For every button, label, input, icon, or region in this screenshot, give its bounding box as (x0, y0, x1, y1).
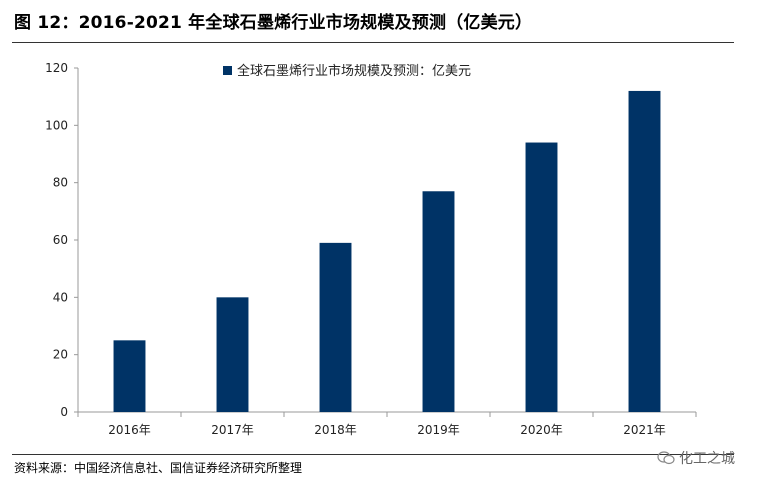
legend-label: 全球石墨烯行业市场规模及预测：亿美元 (237, 63, 471, 79)
figure-title: 图 12：2016-2021 年全球石墨烯行业市场规模及预测（亿美元） (14, 13, 533, 33)
y-tick-label: 80 (53, 176, 68, 190)
wechat-icon (657, 451, 675, 465)
bar-series (113, 90, 661, 413)
y-tick-label: 120 (45, 61, 68, 75)
y-tick-label: 40 (53, 290, 68, 304)
legend: 全球石墨烯行业市场规模及预测：亿美元 (223, 63, 471, 79)
y-tick-label: 100 (45, 118, 68, 132)
y-axis: 0 20 40 60 80 100 120 (45, 61, 79, 419)
bar (216, 297, 249, 412)
bar (525, 142, 558, 413)
source-note: 资料来源：中国经济信息社、国信证券经济研究所整理 (14, 461, 303, 475)
bar (113, 340, 146, 412)
title-divider (12, 42, 734, 43)
source-divider (12, 454, 734, 455)
x-axis: 2016年 2017年 2018年 2019年 2020年 2021年 (77, 411, 697, 437)
bar (422, 191, 455, 412)
watermark: 化工之城 (657, 448, 735, 468)
y-tick-label: 20 (53, 348, 68, 362)
bar (628, 90, 661, 412)
x-tick-label: 2018年 (314, 423, 357, 437)
x-tick-label: 2021年 (623, 423, 666, 437)
x-tick-label: 2017年 (211, 423, 254, 437)
x-tick-label: 2016年 (108, 423, 151, 437)
watermark-text: 化工之城 (679, 451, 735, 467)
x-tick-label: 2020年 (520, 423, 563, 437)
legend-swatch (223, 66, 232, 75)
y-tick-label: 60 (53, 233, 68, 247)
x-tick-label: 2019年 (417, 423, 460, 437)
bar (319, 242, 352, 412)
y-tick-label: 0 (60, 405, 68, 419)
